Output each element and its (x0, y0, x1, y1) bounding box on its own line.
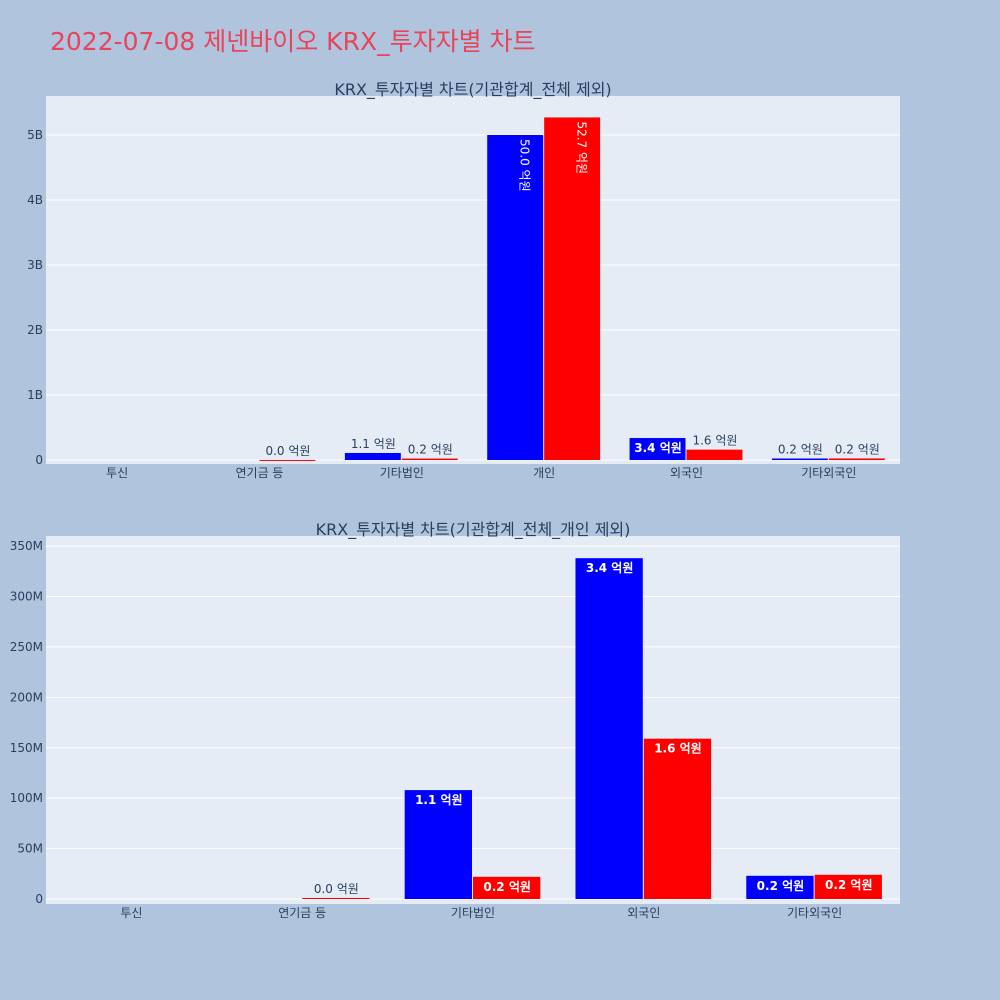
buy-bar (344, 452, 401, 460)
y-tick-label: 200M (10, 690, 43, 704)
plot-background (46, 96, 900, 464)
sell-bar (544, 117, 601, 460)
data-label: 0.0 억원 (265, 444, 310, 458)
sell-bar (686, 449, 743, 460)
sell-bar (401, 458, 458, 460)
data-label: 0.2 억원 (408, 443, 453, 457)
y-tick-label: 300M (10, 590, 43, 604)
y-tick-label: 0 (35, 892, 43, 906)
x-tick-label: 기타법인 (380, 466, 424, 480)
y-tick-label: 50M (17, 842, 43, 856)
buy-bar (629, 438, 686, 460)
sell-bar (259, 459, 316, 461)
y-tick-label: 3B (27, 258, 43, 272)
chart-title: KRX_투자자별 차트(기관합계_전체 제외) (334, 80, 611, 100)
y-tick-label: 250M (10, 640, 43, 654)
page-title: 2022-07-08 제넨바이오 KRX_투자자별 차트 (50, 27, 536, 56)
data-label: 0.2 억원 (483, 880, 531, 894)
x-tick-label: 기타외국인 (787, 906, 842, 920)
data-label: 3.4 억원 (634, 441, 682, 455)
data-label: 0.2 억원 (778, 443, 823, 457)
data-label: 0.2 억원 (835, 442, 880, 456)
chart-title: KRX_투자자별 차트(기관합계_전체_개인 제외) (316, 520, 631, 540)
x-tick-label: 투신 (106, 466, 128, 480)
y-tick-label: 5B (27, 128, 43, 142)
sell-bar (814, 874, 882, 899)
y-tick-label: 150M (10, 741, 43, 755)
x-tick-label: 개인 (533, 466, 555, 480)
data-label: 1.6 억원 (692, 434, 737, 448)
data-label: 52.7 억원 (575, 121, 589, 174)
data-label: 1.1 억원 (351, 437, 396, 451)
sell-bar (643, 738, 712, 899)
x-tick-label: 연기금 등 (236, 466, 284, 480)
buy-bar (771, 458, 828, 460)
buy-bar (487, 135, 544, 460)
data-label: 0.2 억원 (757, 879, 805, 893)
x-tick-label: 투신 (120, 906, 142, 920)
y-tick-label: 4B (27, 193, 43, 207)
x-tick-label: 외국인 (670, 466, 703, 480)
sell-bar (473, 876, 541, 899)
x-tick-label: 기타법인 (451, 906, 495, 920)
buy-bar (575, 558, 643, 899)
data-label: 50.0 억원 (518, 139, 532, 192)
y-tick-label: 0 (35, 453, 43, 467)
buy-bar (746, 875, 814, 899)
y-tick-label: 100M (10, 791, 43, 805)
sell-bar (302, 897, 370, 899)
buy-bar (404, 790, 472, 899)
plot-background (46, 536, 900, 904)
chart-1: 0 1B 2B 3B 4B 5B KRX_투자자별 차트(기관합계_전체 제외) 투신 연기금 … (27, 80, 900, 480)
y-tick-label: 1B (27, 388, 43, 402)
x-tick-label: 기타외국인 (801, 466, 856, 480)
y-tick-label: 350M (10, 539, 43, 553)
data-label: 1.1 억원 (415, 793, 463, 807)
data-label: 0.2 억원 (825, 878, 873, 892)
chart-2: 0 50M 100M 150M 200M 250M 300M 350M KRX_투자자별 차트(… (10, 520, 900, 920)
x-tick-label: 외국인 (627, 906, 660, 920)
y-tick-label: 2B (27, 323, 43, 337)
data-label: 0.0 억원 (314, 882, 359, 896)
data-label: 1.6 억원 (654, 742, 702, 756)
data-label: 3.4 억원 (586, 561, 634, 575)
x-tick-label: 연기금 등 (278, 906, 326, 920)
sell-bar (828, 458, 885, 460)
